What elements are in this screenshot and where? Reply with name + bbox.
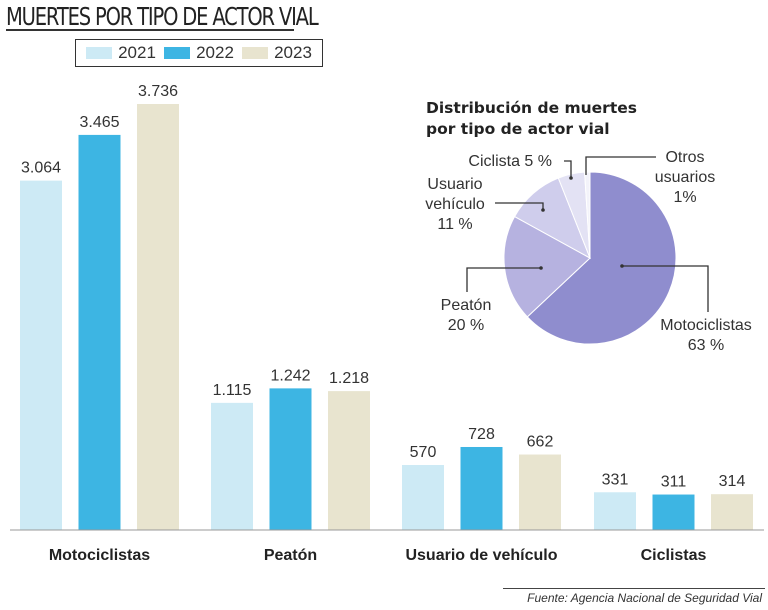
legend: 2021 2022 2023 — [75, 39, 323, 67]
pie-label: Usuario — [427, 176, 482, 193]
pie-label: Ciclista 5 % — [468, 153, 552, 170]
category-label: Motociclistas — [49, 547, 150, 564]
bar-value-label: 3.064 — [21, 160, 61, 177]
legend-item-2021: 2021 — [86, 43, 156, 63]
legend-label: 2022 — [196, 43, 234, 62]
bar-value-label: 728 — [468, 426, 495, 443]
bar-value-label: 1.115 — [213, 382, 252, 399]
pie-label: Motociclistas — [660, 317, 752, 334]
pie-title-line: Distribución de muertes — [426, 99, 637, 117]
pie-label: Peatón — [441, 297, 492, 314]
legend-swatch — [242, 47, 269, 59]
chart-title: MUERTES POR TIPO DE ACTOR VIAL — [6, 2, 319, 31]
leader-line — [466, 267, 541, 292]
legend-item-2022: 2022 — [164, 43, 234, 63]
bar-2022 — [269, 388, 312, 530]
legend-swatch — [86, 47, 113, 59]
bar-2022 — [460, 446, 503, 530]
pie-label: 20 % — [448, 317, 484, 334]
bar-value-label: 311 — [661, 474, 687, 491]
bar-value-label: 570 — [410, 444, 437, 461]
leader-dot — [539, 266, 543, 270]
bar-value-label: 3.465 — [79, 114, 119, 131]
bar-value-label: 314 — [719, 473, 746, 490]
bar-2021 — [402, 465, 444, 530]
bar-2023 — [137, 104, 179, 530]
pie-label: usuarios — [655, 169, 715, 186]
pie-slice — [503, 215, 591, 318]
source-note: Fuente: Agencia Nacional de Seguridad Vi… — [527, 591, 762, 605]
bar-value-label: 1.242 — [270, 367, 310, 384]
pie-label: 63 % — [688, 337, 724, 354]
legend-label: 2023 — [274, 43, 312, 62]
leader-line — [564, 160, 572, 178]
leader-line — [585, 156, 656, 175]
bar-2022 — [78, 134, 121, 530]
leader-dot — [541, 208, 545, 212]
category-label: Ciclistas — [641, 547, 707, 564]
pie-slice — [584, 171, 591, 259]
pie-label: 1% — [673, 189, 696, 206]
leader-line — [622, 265, 709, 312]
pie-slice — [526, 171, 677, 345]
bar-value-label: 1.218 — [329, 370, 369, 387]
leader-dot — [569, 176, 573, 180]
source-rule — [503, 588, 765, 589]
bar-2021 — [211, 402, 253, 530]
bar-2023 — [711, 494, 753, 530]
bar-value-label: 662 — [527, 434, 554, 451]
pie-title-line: por tipo de actor vial — [426, 120, 610, 138]
bar-2023 — [519, 454, 561, 530]
legend-label: 2021 — [118, 43, 156, 62]
bar-2021 — [20, 180, 62, 530]
title-underline — [6, 29, 294, 31]
leader-line — [495, 202, 544, 210]
legend-item-2023: 2023 — [242, 43, 312, 63]
legend-swatch — [164, 47, 191, 59]
pie-label: 11 % — [437, 216, 472, 233]
bar-value-label: 331 — [602, 471, 629, 488]
leader-dot — [620, 264, 624, 268]
bar-2023 — [328, 391, 370, 530]
bar-2021 — [594, 492, 636, 530]
category-label: Peatón — [264, 547, 317, 564]
bar-value-label: 3.736 — [138, 83, 178, 100]
bar-2022 — [652, 494, 695, 530]
pie-label: Otros — [665, 149, 704, 166]
category-label: Usuario de vehículo — [405, 547, 557, 564]
pie-label: vehículo — [425, 196, 485, 213]
